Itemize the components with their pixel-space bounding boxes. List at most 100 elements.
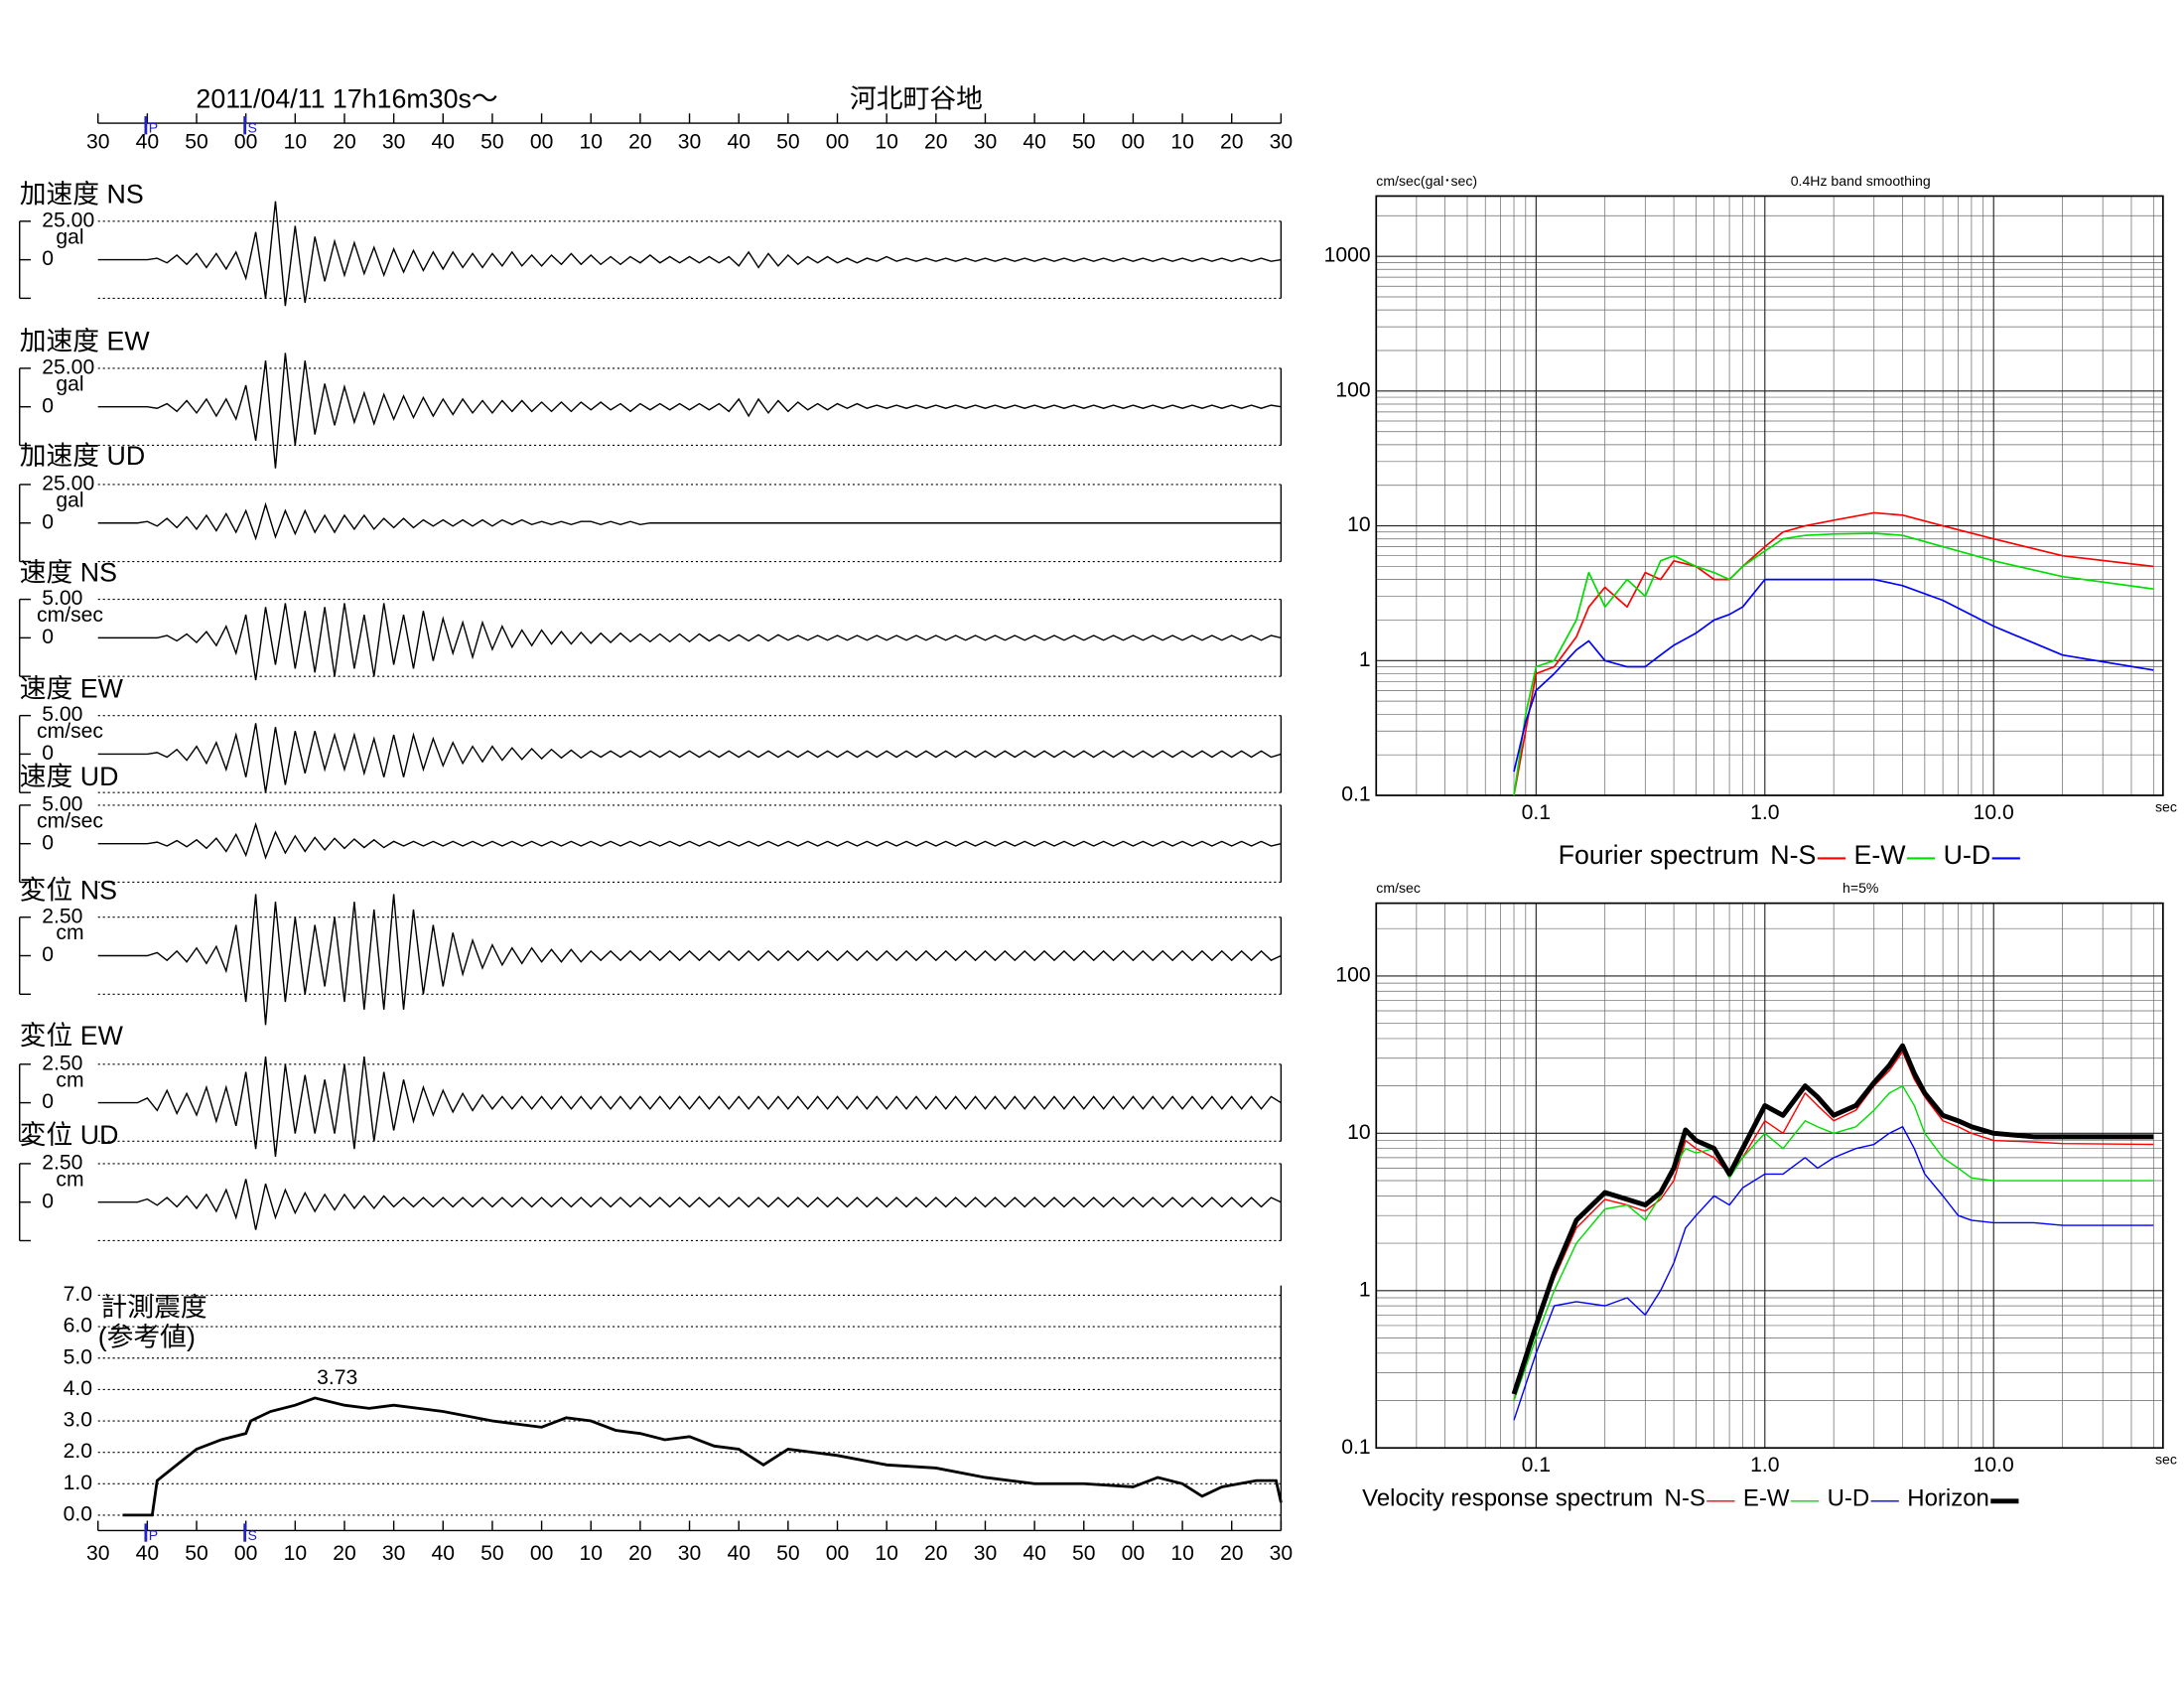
time-tick-label: 40 xyxy=(1023,1542,1046,1565)
time-tick-label: 30 xyxy=(382,1542,406,1565)
x-tick-label: 10.0 xyxy=(1974,1454,2014,1477)
waveform xyxy=(97,821,1282,860)
spectrum-line xyxy=(1513,532,2154,796)
time-tick-label: 10 xyxy=(875,130,898,153)
time-tick-label: 40 xyxy=(136,130,160,153)
y-tick-label: 0 xyxy=(42,247,54,270)
legend-label: U-D xyxy=(1944,840,1991,870)
y-tick-label: 3.0 xyxy=(64,1409,92,1432)
y-tick-label: 2.50 xyxy=(42,905,82,927)
phase-label: S xyxy=(248,119,257,135)
y-unit: cm/sec xyxy=(37,809,103,832)
y-tick-label: 7.0 xyxy=(64,1283,92,1306)
legend-title: Velocity response spectrum xyxy=(1362,1485,1653,1512)
time-tick-label: 20 xyxy=(1220,130,1244,153)
panel-subtitle: (参考値) xyxy=(98,1322,196,1351)
spectrum-line xyxy=(1513,511,2154,796)
panel-title: 速度 NS xyxy=(20,557,117,587)
y-tick-label: 25.00 xyxy=(42,355,94,378)
time-tick-label: 10 xyxy=(875,1542,898,1565)
time-tick-label: 30 xyxy=(678,130,702,153)
panel-title: 加速度 EW xyxy=(20,327,151,356)
y-unit: gal xyxy=(56,489,83,511)
y-tick-label: 2.0 xyxy=(64,1440,92,1463)
plot-frame xyxy=(1375,902,2164,1450)
time-tick-label: 50 xyxy=(480,130,504,153)
y-unit: cm/sec xyxy=(37,604,103,627)
waveform xyxy=(97,894,1282,1026)
spectrum-line xyxy=(1513,1126,2154,1421)
time-tick-label: 40 xyxy=(432,1542,456,1565)
y-tick-label: 6.0 xyxy=(64,1315,92,1337)
x-tick-label: 0.1 xyxy=(1522,801,1551,824)
x-axis-label: sec xyxy=(2155,798,2177,814)
y-tick-label: 0 xyxy=(42,831,54,854)
time-tick-label: 00 xyxy=(530,130,554,153)
panel-title: 変位 UD xyxy=(20,1120,119,1150)
time-tick-label: 40 xyxy=(432,130,456,153)
time-tick-label: 50 xyxy=(480,1542,504,1565)
time-tick-label: 10 xyxy=(284,130,308,153)
y-unit: gal xyxy=(56,372,83,395)
y-tick-label: 1 xyxy=(1359,648,1371,671)
time-tick-label: 20 xyxy=(628,1542,652,1565)
spectrum-line xyxy=(1513,578,2154,773)
time-tick-label: 50 xyxy=(185,1542,208,1565)
time-tick-label: 20 xyxy=(1220,1542,1244,1565)
time-tick-label: 30 xyxy=(678,1542,702,1565)
y-tick-label: 0 xyxy=(42,1090,54,1113)
time-tick-label: 30 xyxy=(86,1542,110,1565)
panel-title: 変位 EW xyxy=(20,1021,124,1051)
time-tick-label: 00 xyxy=(1122,1542,1146,1565)
record-date: 2011/04/11 17h16m30s〜 xyxy=(196,84,497,114)
y-unit: cm/sec xyxy=(37,720,103,743)
y-tick-label: 10 xyxy=(1347,513,1371,536)
legend-label: E-W xyxy=(1854,840,1907,870)
y-axis-label: cm/sec xyxy=(1376,880,1421,896)
y-unit: gal xyxy=(56,225,83,248)
time-tick-label: 20 xyxy=(628,130,652,153)
y-tick-label: 0 xyxy=(42,394,54,417)
time-tick-label: 00 xyxy=(1122,130,1146,153)
panel-title: 変位 NS xyxy=(20,875,117,905)
y-tick-label: 1.0 xyxy=(64,1472,92,1494)
y-tick-label: 10 xyxy=(1347,1121,1371,1144)
y-unit: cm xyxy=(56,1068,83,1091)
y-tick-label: 5.0 xyxy=(64,1345,92,1368)
legend-title: Fourier spectrum xyxy=(1559,840,1759,870)
y-tick-label: 0.1 xyxy=(1341,783,1370,806)
time-tick-label: 50 xyxy=(776,130,800,153)
time-tick-label: 00 xyxy=(530,1542,554,1565)
y-tick-label: 0.1 xyxy=(1341,1436,1370,1459)
waveform xyxy=(97,1055,1282,1157)
time-tick-label: 50 xyxy=(1072,1542,1096,1565)
y-tick-label: 0 xyxy=(42,943,54,966)
time-tick-label: 50 xyxy=(1072,130,1096,153)
time-tick-label: 00 xyxy=(826,130,850,153)
time-tick-label: 10 xyxy=(1170,1542,1194,1565)
y-tick-label: 0 xyxy=(42,626,54,648)
time-tick-label: 50 xyxy=(185,130,208,153)
waveform xyxy=(97,1179,1282,1230)
phase-label: P xyxy=(149,119,158,135)
panel-title: 速度 EW xyxy=(20,673,124,703)
time-tick-label: 20 xyxy=(924,130,948,153)
y-tick-label: 0.0 xyxy=(64,1502,92,1525)
plot-frame xyxy=(1375,195,2164,796)
y-tick-label: 2.50 xyxy=(42,1152,82,1175)
legend-label: E-W xyxy=(1743,1485,1790,1512)
y-tick-label: 5.00 xyxy=(42,792,82,815)
time-tick-label: 00 xyxy=(234,130,258,153)
time-tick-label: 30 xyxy=(382,130,406,153)
y-tick-label: 25.00 xyxy=(42,209,94,231)
waveform xyxy=(97,603,1282,681)
x-tick-label: 1.0 xyxy=(1750,801,1779,824)
time-tick-label: 10 xyxy=(579,130,603,153)
y-tick-label: 2.50 xyxy=(42,1052,82,1074)
station-name: 河北町谷地 xyxy=(850,84,983,114)
y-tick-label: 100 xyxy=(1335,378,1370,401)
legend-label: U-D xyxy=(1828,1485,1870,1512)
time-tick-label: 20 xyxy=(333,1542,356,1565)
